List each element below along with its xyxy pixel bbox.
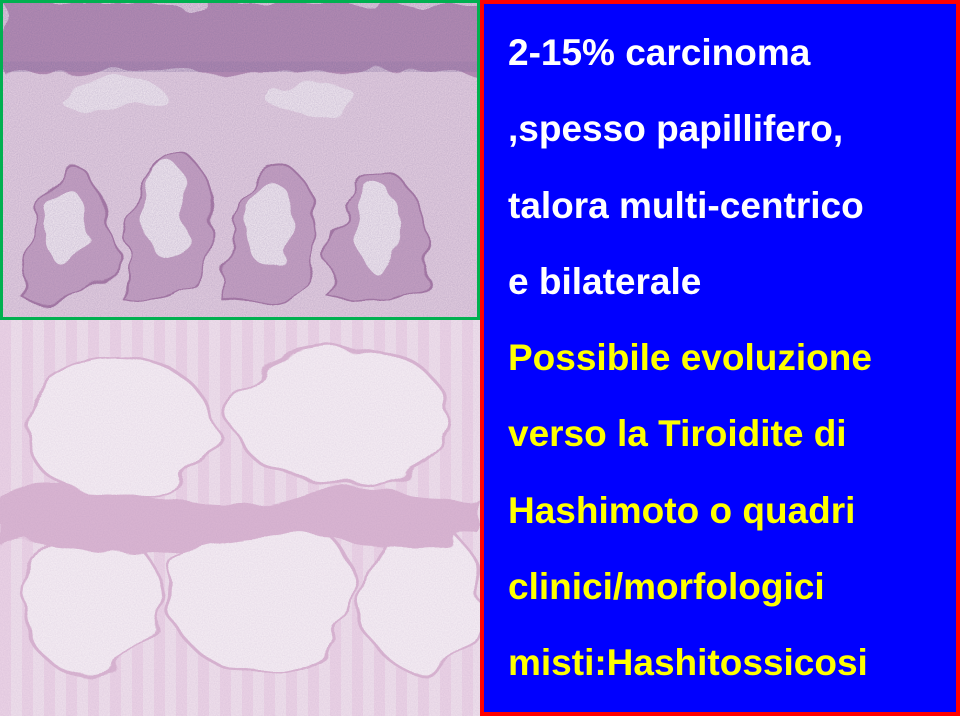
text-line-3: talora multi-centrico <box>508 171 932 241</box>
text-1a: 2-15% carcinoma <box>508 32 810 73</box>
histology-bottom-region <box>0 320 480 716</box>
text-line-2: ,spesso papillifero, <box>508 94 932 164</box>
histology-images <box>0 0 480 716</box>
text-panel: 2-15% carcinoma ,spesso papillifero, tal… <box>480 0 960 716</box>
text-line-7: Hashimoto o quadri <box>508 476 932 546</box>
histology-top-region <box>0 0 480 320</box>
text-line-5: Possibile evoluzione <box>508 323 932 393</box>
histology-bottom-svg <box>0 320 480 716</box>
text-line-6: verso la Tiroidite di <box>508 399 932 469</box>
slide: 2-15% carcinoma ,spesso papillifero, tal… <box>0 0 960 716</box>
histology-top-svg <box>3 3 477 317</box>
text-line-8: clinici/morfologici <box>508 552 932 622</box>
text-line-4: e bilaterale <box>508 247 932 317</box>
text-line-1: 2-15% carcinoma <box>508 18 932 88</box>
text-line-9: misti:Hashitossicosi <box>508 628 932 698</box>
